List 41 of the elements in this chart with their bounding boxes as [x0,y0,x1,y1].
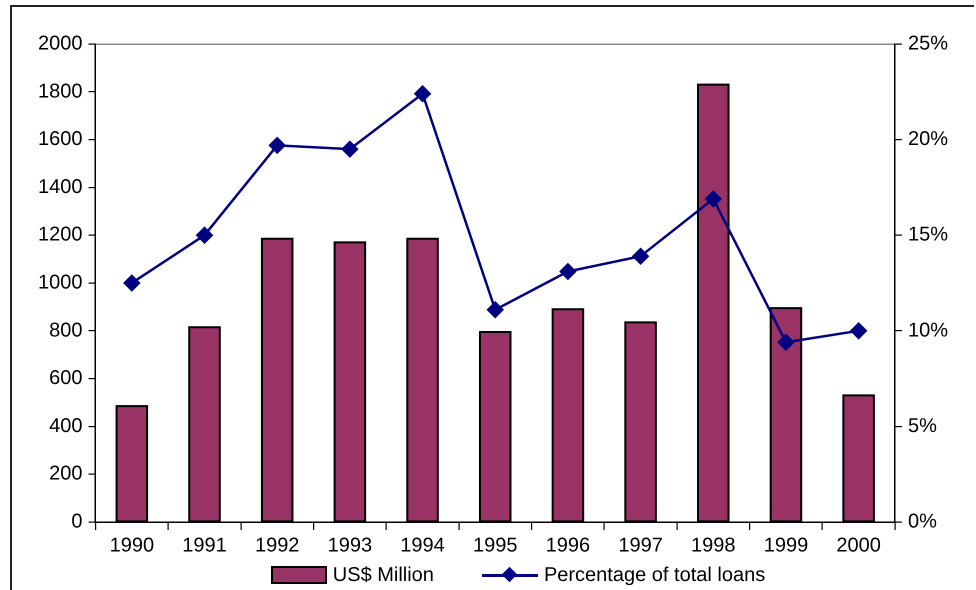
y-tick-label: 400 [49,414,82,437]
x-tick-label: 1994 [400,534,445,557]
x-tick-label: 1993 [328,534,372,557]
point [268,137,286,154]
point [705,190,722,208]
x-tick-label: 1991 [182,534,227,557]
point [632,248,649,264]
y-tick-label: 600 [49,367,82,390]
point [778,334,794,351]
x-tick-label: 1990 [110,534,154,557]
y-tick-label: 1400 [38,176,82,198]
x-tick-label: 1998 [691,534,736,557]
point [560,263,576,280]
x-tick-label: 2000 [836,534,881,557]
x-tick-label: 1997 [618,534,663,557]
point [850,322,867,340]
point [486,302,504,318]
x-tick-label: 1996 [546,534,590,557]
y-tick-label: 1600 [38,128,82,150]
y-tick-label: 2000 [38,32,82,55]
point [414,85,431,102]
x-tick-label: 1992 [254,534,300,557]
x-tick-label: 1999 [764,534,808,557]
y-tick-label: 200 [49,462,82,485]
legend-label: US$ Million [332,564,434,586]
y-tick-label: 1800 [38,80,82,102]
y2-tick-label: 0% [908,510,938,533]
x-tick-label: 1995 [472,534,518,557]
legend-label: Percentage of total loans [544,564,766,586]
y-tick-label: 1000 [38,272,82,294]
y-tick-label: 800 [49,319,82,342]
point [124,274,140,292]
y-tick-label: 1200 [38,224,82,246]
y2-tick-label: 15% [908,224,948,246]
point [196,226,213,244]
y2-tick-label: 5% [908,414,938,437]
y2-tick-label: 20% [908,128,948,150]
y2-tick-label: 25% [908,32,948,55]
y2-tick-label: 10% [908,319,948,342]
point [342,140,358,158]
y-tick-label: 0 [71,510,82,533]
